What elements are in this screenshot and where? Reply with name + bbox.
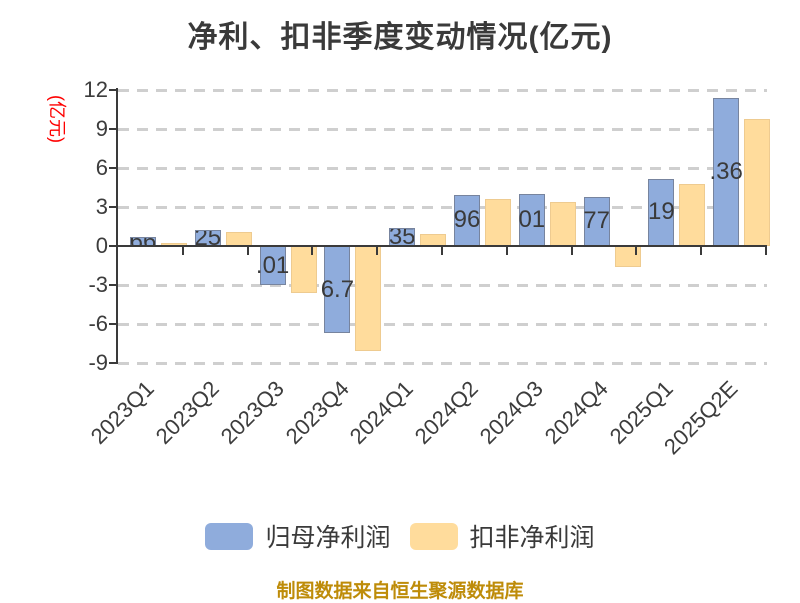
blue-bar-2025Q2E: .36 [710,98,743,246]
x-tick-7 [570,247,573,255]
x-tick-9 [700,247,703,255]
x-category-label-2023Q1: 2023Q1 [85,375,159,449]
x-tick-6 [505,247,508,255]
y-axis-line [116,88,118,364]
y-tick--3 [109,284,117,286]
legend-swatch-blue [205,522,254,550]
x-category-label-2024Q2: 2024Q2 [409,375,483,449]
x-tick-2 [246,247,249,255]
x-tick-8 [635,247,638,255]
y-tick--6 [109,323,117,325]
blue-bar-2024Q1: 35 [389,228,416,246]
bar-value-label-2023Q1: 66 [131,238,155,245]
yellow-bar-2025Q1 [679,183,706,246]
yellow-bar-2024Q2 [485,199,511,246]
bar-value-label-2024Q3: 01 [518,205,546,233]
legend-item-non-recurring-profit: 扣非净利润 [409,518,595,554]
x-tick-5 [441,247,443,255]
legend-item-net-profit: 归母净利润 [205,518,391,554]
y-tick-label-9: 9 [95,116,108,141]
blue-bar-2024Q4: 77 [583,196,610,246]
gridline--3 [118,283,767,287]
yellow-bar-2025Q2E [744,118,771,246]
x-category-label-2024Q1: 2024Q1 [345,375,419,449]
blue-bar-2023Q4: 6.7 [321,246,354,334]
gridline-9 [118,127,767,131]
legend-swatch-yellow [409,522,458,550]
y-tick-0 [109,245,117,247]
yellow-bar-2023Q4 [355,246,382,352]
y-tick-12 [109,89,117,91]
bar-value-label-2023Q2: 25 [194,229,221,246]
chart-title: 净利、扣非季度变动情况(亿元) [187,21,613,54]
x-tick-3 [311,247,314,255]
x-category-label-2023Q2: 2023Q2 [150,375,224,449]
legend-label-non-recurring-profit: 扣非净利润 [469,524,595,552]
bar-value-label-2025Q1: 19 [648,198,675,226]
x-category-label-2023Q4: 2023Q4 [280,375,354,449]
gridline--9 [118,361,767,365]
bar-value-label-2024Q2: 96 [453,206,481,234]
y-tick-label-12: 12 [83,77,108,102]
y-tick-label-0: 0 [95,233,108,258]
x-tick-10 [765,247,767,255]
x-category-label-2024Q3: 2024Q3 [474,375,548,449]
bar-value-label-2024Q1: 35 [389,228,416,246]
bar-value-label-2023Q4: 6.7 [320,275,355,303]
bar-value-label-2023Q3: .01 [255,251,290,279]
gridline-3 [118,205,767,209]
blue-bar-2023Q3: .01 [256,246,289,286]
gridline--6 [118,322,767,326]
legend: 归母净利润 扣非净利润 [0,518,800,554]
y-tick-label--6: -6 [88,311,108,336]
y-tick-3 [109,206,117,208]
x-tick-4 [376,247,379,255]
blue-bar-2024Q3: 01 [518,193,546,246]
bar-value-label-2024Q4: 77 [583,207,610,235]
data-source-note: 制图数据来自恒生聚源数据库 [276,581,524,602]
blue-bar-2025Q1: 19 [648,178,675,246]
y-tick-6 [109,167,117,169]
gridline-6 [118,166,767,170]
legend-label-net-profit: 归母净利润 [265,524,391,552]
bar-value-label-2025Q2E: .36 [709,158,743,186]
x-axis-line [116,245,767,247]
gridline-12 [118,88,767,92]
y-tick-label-3: 3 [95,194,108,219]
y-tick-label--3: -3 [88,272,108,297]
y-tick-label-6: 6 [95,155,108,180]
blue-bar-2024Q2: 96 [453,194,481,246]
x-category-label-2023Q3: 2023Q3 [215,375,289,449]
yellow-bar-2023Q2 [225,231,252,246]
y-tick--9 [109,362,117,364]
y-tick-label--9: -9 [88,350,108,375]
blue-bar-2023Q2: 25 [194,229,221,246]
y-tick-9 [109,128,117,130]
x-tick-1 [181,247,184,255]
yellow-bar-2024Q3 [549,201,576,246]
x-category-label-2024Q4: 2024Q4 [539,375,613,449]
